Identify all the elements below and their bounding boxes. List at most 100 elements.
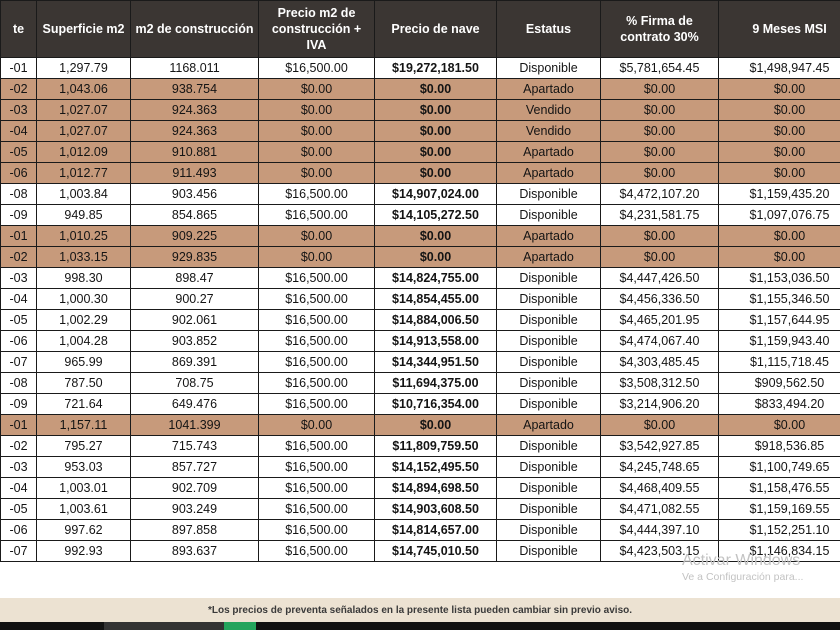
cell-precio_m2[interactable]: $16,500.00 — [258, 183, 375, 205]
cell-firma_30[interactable]: $4,472,107.20 — [600, 183, 719, 205]
cell-lote[interactable]: -05 — [0, 141, 37, 163]
sheet-tab-bar[interactable] — [0, 622, 840, 630]
cell-firma_30[interactable]: $3,508,312.50 — [600, 372, 719, 394]
cell-firma_30[interactable]: $3,214,906.20 — [600, 393, 719, 415]
cell-superficie[interactable]: 965.99 — [36, 351, 131, 373]
cell-meses_msi[interactable]: $1,159,943.40 — [718, 330, 840, 352]
cell-precio_m2[interactable]: $16,500.00 — [258, 330, 375, 352]
cell-lote[interactable]: -01 — [0, 225, 37, 247]
cell-precio_m2[interactable]: $0.00 — [258, 99, 375, 121]
cell-firma_30[interactable]: $4,468,409.55 — [600, 477, 719, 499]
sheet-tab[interactable] — [104, 622, 224, 630]
cell-precio_nave[interactable]: $0.00 — [374, 99, 497, 121]
cell-superficie[interactable]: 992.93 — [36, 540, 131, 562]
cell-m2_construccion[interactable]: 929.835 — [130, 246, 259, 268]
cell-m2_construccion[interactable]: 924.363 — [130, 99, 259, 121]
cell-estatus[interactable]: Disponible — [496, 498, 601, 520]
cell-precio_m2[interactable]: $16,500.00 — [258, 498, 375, 520]
cell-precio_nave[interactable]: $19,272,181.50 — [374, 57, 497, 79]
cell-superficie[interactable]: 1,043.06 — [36, 78, 131, 100]
cell-m2_construccion[interactable]: 1041.399 — [130, 414, 259, 436]
cell-m2_construccion[interactable]: 903.456 — [130, 183, 259, 205]
cell-estatus[interactable]: Apartado — [496, 246, 601, 268]
cell-precio_m2[interactable]: $16,500.00 — [258, 540, 375, 562]
cell-lote[interactable]: -01 — [0, 57, 37, 79]
cell-m2_construccion[interactable]: 857.727 — [130, 456, 259, 478]
cell-firma_30[interactable]: $4,303,485.45 — [600, 351, 719, 373]
cell-m2_construccion[interactable]: 893.637 — [130, 540, 259, 562]
cell-lote[interactable]: -05 — [0, 309, 37, 331]
cell-m2_construccion[interactable]: 910.881 — [130, 141, 259, 163]
cell-superficie[interactable]: 949.85 — [36, 204, 131, 226]
cell-lote[interactable]: -04 — [0, 477, 37, 499]
cell-superficie[interactable]: 1,033.15 — [36, 246, 131, 268]
cell-estatus[interactable]: Disponible — [496, 288, 601, 310]
cell-meses_msi[interactable]: $1,157,644.95 — [718, 309, 840, 331]
cell-lote[interactable]: -06 — [0, 162, 37, 184]
cell-precio_m2[interactable]: $0.00 — [258, 120, 375, 142]
cell-precio_m2[interactable]: $16,500.00 — [258, 204, 375, 226]
cell-lote[interactable]: -08 — [0, 372, 37, 394]
cell-superficie[interactable]: 1,012.09 — [36, 141, 131, 163]
cell-lote[interactable]: -02 — [0, 78, 37, 100]
cell-estatus[interactable]: Disponible — [496, 477, 601, 499]
cell-firma_30[interactable]: $4,474,067.40 — [600, 330, 719, 352]
cell-m2_construccion[interactable]: 938.754 — [130, 78, 259, 100]
cell-m2_construccion[interactable]: 924.363 — [130, 120, 259, 142]
cell-m2_construccion[interactable]: 909.225 — [130, 225, 259, 247]
cell-precio_m2[interactable]: $16,500.00 — [258, 351, 375, 373]
cell-precio_nave[interactable]: $14,745,010.50 — [374, 540, 497, 562]
cell-precio_m2[interactable]: $16,500.00 — [258, 57, 375, 79]
cell-firma_30[interactable]: $0.00 — [600, 225, 719, 247]
cell-meses_msi[interactable]: $1,159,169.55 — [718, 498, 840, 520]
cell-estatus[interactable]: Disponible — [496, 456, 601, 478]
cell-firma_30[interactable]: $4,471,082.55 — [600, 498, 719, 520]
cell-lote[interactable]: -02 — [0, 246, 37, 268]
cell-precio_nave[interactable]: $14,854,455.00 — [374, 288, 497, 310]
cell-meses_msi[interactable]: $1,155,346.50 — [718, 288, 840, 310]
cell-firma_30[interactable]: $4,444,397.10 — [600, 519, 719, 541]
cell-lote[interactable]: -01 — [0, 414, 37, 436]
cell-precio_nave[interactable]: $0.00 — [374, 162, 497, 184]
cell-estatus[interactable]: Apartado — [496, 78, 601, 100]
cell-firma_30[interactable]: $4,423,503.15 — [600, 540, 719, 562]
cell-firma_30[interactable]: $0.00 — [600, 99, 719, 121]
cell-meses_msi[interactable]: $0.00 — [718, 120, 840, 142]
cell-firma_30[interactable]: $0.00 — [600, 120, 719, 142]
cell-precio_m2[interactable]: $0.00 — [258, 246, 375, 268]
cell-estatus[interactable]: Disponible — [496, 267, 601, 289]
cell-firma_30[interactable]: $0.00 — [600, 141, 719, 163]
cell-precio_nave[interactable]: $0.00 — [374, 141, 497, 163]
cell-precio_nave[interactable]: $14,894,698.50 — [374, 477, 497, 499]
cell-precio_nave[interactable]: $0.00 — [374, 78, 497, 100]
cell-meses_msi[interactable]: $1,498,947.45 — [718, 57, 840, 79]
cell-firma_30[interactable]: $0.00 — [600, 414, 719, 436]
cell-superficie[interactable]: 1,027.07 — [36, 120, 131, 142]
cell-estatus[interactable]: Apartado — [496, 162, 601, 184]
cell-estatus[interactable]: Disponible — [496, 351, 601, 373]
cell-precio_nave[interactable]: $11,694,375.00 — [374, 372, 497, 394]
cell-firma_30[interactable]: $3,542,927.85 — [600, 435, 719, 457]
cell-meses_msi[interactable]: $0.00 — [718, 78, 840, 100]
cell-precio_nave[interactable]: $0.00 — [374, 246, 497, 268]
cell-lote[interactable]: -04 — [0, 288, 37, 310]
cell-estatus[interactable]: Disponible — [496, 435, 601, 457]
cell-superficie[interactable]: 1,002.29 — [36, 309, 131, 331]
cell-superficie[interactable]: 997.62 — [36, 519, 131, 541]
cell-firma_30[interactable]: $4,231,581.75 — [600, 204, 719, 226]
cell-precio_nave[interactable]: $14,152,495.50 — [374, 456, 497, 478]
cell-firma_30[interactable]: $5,781,654.45 — [600, 57, 719, 79]
cell-precio_nave[interactable]: $14,824,755.00 — [374, 267, 497, 289]
cell-m2_construccion[interactable]: 903.852 — [130, 330, 259, 352]
cell-m2_construccion[interactable]: 898.47 — [130, 267, 259, 289]
cell-estatus[interactable]: Apartado — [496, 414, 601, 436]
cell-lote[interactable]: -02 — [0, 435, 37, 457]
cell-superficie[interactable]: 1,157.11 — [36, 414, 131, 436]
cell-estatus[interactable]: Disponible — [496, 393, 601, 415]
cell-estatus[interactable]: Disponible — [496, 57, 601, 79]
cell-superficie[interactable]: 1,012.77 — [36, 162, 131, 184]
cell-m2_construccion[interactable]: 902.709 — [130, 477, 259, 499]
cell-firma_30[interactable]: $4,456,336.50 — [600, 288, 719, 310]
cell-meses_msi[interactable]: $833,494.20 — [718, 393, 840, 415]
cell-meses_msi[interactable]: $0.00 — [718, 246, 840, 268]
